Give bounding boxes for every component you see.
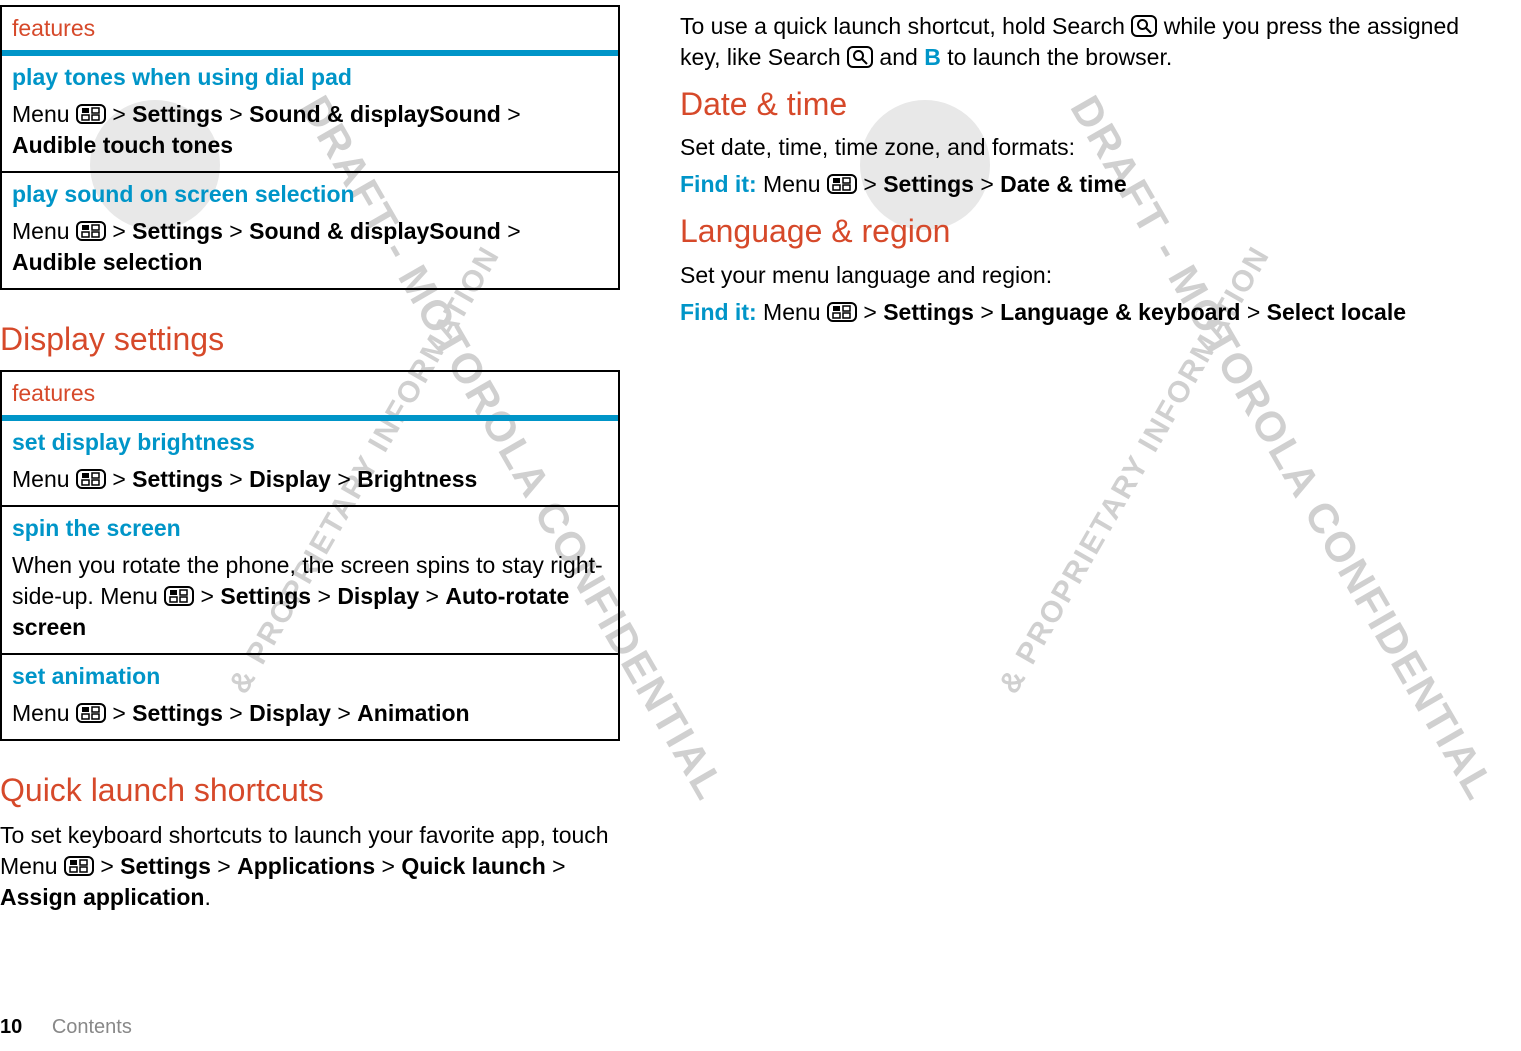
quick-launch-body: To set keyboard shortcuts to launch your… <box>0 820 620 913</box>
separator: > <box>507 101 520 127</box>
path-settings: Settings <box>883 171 974 197</box>
lang-body: Set your menu language and region: <box>680 260 1460 291</box>
separator: > <box>201 583 214 609</box>
table-header: features <box>2 372 618 421</box>
separator: > <box>863 299 876 325</box>
separator: > <box>863 171 876 197</box>
table-header: features <box>2 7 618 56</box>
search-icon <box>847 46 873 68</box>
intro-key-b: B <box>924 44 941 70</box>
path-quick-launch: Quick launch <box>401 853 545 879</box>
separator: > <box>507 218 520 244</box>
path-audible-selection: Audible selection <box>12 249 202 275</box>
feature-title: play tones when using dial pad <box>2 56 618 95</box>
separator: > <box>229 101 242 127</box>
intro-part4: to launch the browser. <box>947 44 1172 70</box>
separator: > <box>337 466 350 492</box>
find-it-label: Find it: <box>680 299 757 325</box>
menu-icon <box>76 104 106 124</box>
footer-label: Contents <box>52 1016 132 1038</box>
path-settings: Settings <box>132 700 223 726</box>
lang-findit-line: Find it: Menu > Settings > Language & ke… <box>680 297 1460 328</box>
path-display: Display <box>249 466 331 492</box>
section-heading-date: Date & time <box>680 83 1460 126</box>
feature-title: spin the screen <box>2 507 618 546</box>
menu-icon <box>76 703 106 723</box>
feature-body: When you rotate the phone, the screen sp… <box>2 546 618 653</box>
intro-part1: To use a quick launch shortcut, hold Sea… <box>680 13 1131 39</box>
separator: > <box>229 466 242 492</box>
separator: > <box>229 700 242 726</box>
find-it-label: Find it: <box>680 171 757 197</box>
section-heading-quick: Quick launch shortcuts <box>0 769 620 812</box>
page-footer: 10 Contents <box>0 1014 132 1041</box>
path-lang-keyboard: Language & keyboard <box>1000 299 1240 325</box>
separator: > <box>552 853 565 879</box>
feature-title: set display brightness <box>2 421 618 460</box>
intro-part3: and <box>879 44 924 70</box>
separator: > <box>317 583 330 609</box>
separator: > <box>100 853 113 879</box>
separator: > <box>980 171 993 197</box>
menu-icon <box>76 469 106 489</box>
path-settings: Settings <box>132 466 223 492</box>
path-applications: Applications <box>237 853 375 879</box>
date-findit-line: Find it: Menu > Settings > Date & time <box>680 169 1460 200</box>
menu-icon <box>827 174 857 194</box>
feature-body: Menu > Settings > Sound & displaySound >… <box>2 95 618 171</box>
path-settings: Settings <box>883 299 974 325</box>
menu-icon <box>64 856 94 876</box>
feature-title: set animation <box>2 655 618 694</box>
menu-label: Menu <box>12 466 76 492</box>
path-touch-tones: Audible touch tones <box>12 132 233 158</box>
menu-icon <box>164 586 194 606</box>
separator: > <box>217 853 230 879</box>
feature-body: Menu > Settings > Sound & displaySound >… <box>2 212 618 288</box>
separator: > <box>229 218 242 244</box>
path-select-locale: Select locale <box>1267 299 1406 325</box>
path-animation: Animation <box>357 700 469 726</box>
separator: > <box>980 299 993 325</box>
feature-title: play sound on screen selection <box>2 173 618 212</box>
menu-icon <box>827 302 857 322</box>
path-display: Display <box>337 583 419 609</box>
separator: > <box>112 466 125 492</box>
menu-label: Menu <box>12 101 76 127</box>
path-brightness: Brightness <box>357 466 477 492</box>
separator: > <box>112 218 125 244</box>
search-icon <box>1131 15 1157 37</box>
path-settings: Settings <box>220 583 311 609</box>
path-date-time: Date & time <box>1000 171 1127 197</box>
menu-label: Menu <box>12 700 76 726</box>
features-table-sound: features play tones when using dial pad … <box>0 5 620 290</box>
separator: > <box>112 101 125 127</box>
separator: > <box>382 853 395 879</box>
date-body: Set date, time, time zone, and formats: <box>680 132 1460 163</box>
page-number: 10 <box>0 1016 22 1038</box>
features-table-display: features set display brightness Menu > S… <box>0 370 620 741</box>
path-sound: Sound & displaySound <box>249 101 501 127</box>
separator: > <box>337 700 350 726</box>
path-sound: Sound & displaySound <box>249 218 501 244</box>
section-heading-language: Language & region <box>680 210 1460 253</box>
path-settings: Settings <box>132 218 223 244</box>
menu-label: Menu <box>12 218 76 244</box>
separator: > <box>426 583 439 609</box>
menu-label: Menu <box>763 299 827 325</box>
feature-body: Menu > Settings > Display > Animation <box>2 694 618 739</box>
path-assign-app: Assign application <box>0 884 204 910</box>
section-heading-display: Display settings <box>0 318 620 361</box>
path-display: Display <box>249 700 331 726</box>
menu-icon <box>76 221 106 241</box>
feature-body: Menu > Settings > Display > Brightness <box>2 460 618 505</box>
separator: > <box>1247 299 1260 325</box>
path-settings: Settings <box>132 101 223 127</box>
path-settings: Settings <box>120 853 211 879</box>
menu-label: Menu <box>763 171 827 197</box>
quick-launch-use-body: To use a quick launch shortcut, hold Sea… <box>680 11 1460 73</box>
separator: > <box>112 700 125 726</box>
